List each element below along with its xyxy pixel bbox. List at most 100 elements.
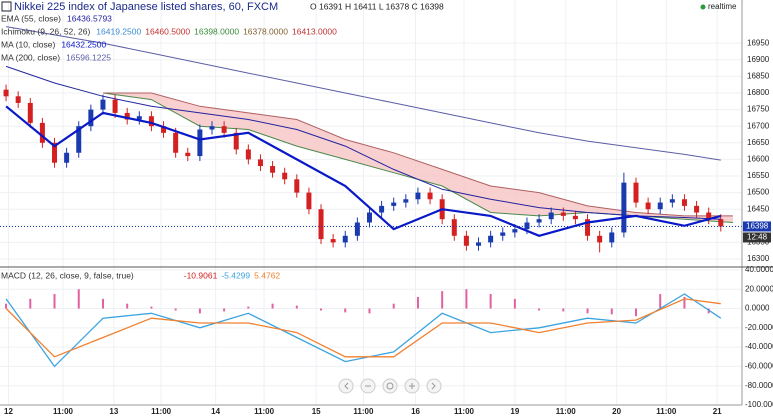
y-tick-label: 16700 (747, 121, 770, 130)
macd-histogram-bar (610, 308, 613, 315)
candle-body (148, 116, 154, 127)
candle-body (318, 209, 324, 240)
x-tick-label: 11:00 (151, 407, 172, 416)
ohlc-readout: O 16391 H 16411 L 16378 C 16398 (310, 1, 444, 11)
candle-body (15, 96, 21, 103)
candle-body (88, 109, 94, 127)
x-tick-label: 11:00 (656, 407, 677, 416)
candle-body (451, 219, 457, 236)
y-tick-label: 16500 (747, 188, 770, 197)
realtime-status: realtime (708, 2, 737, 11)
scroll-right[interactable] (426, 378, 442, 394)
candle-body (645, 202, 651, 210)
macd-value: -10.9061 (184, 270, 218, 280)
macd-histogram-bar (562, 308, 565, 312)
x-tick-label: 11:00 (353, 407, 374, 416)
macd-histogram-bar (392, 303, 395, 309)
y2-tick-label: -60.0000 (745, 362, 773, 371)
candle-body (270, 166, 276, 173)
candle-body (718, 219, 724, 227)
candle-body (706, 212, 712, 220)
candle-body (257, 159, 263, 167)
candle-body (500, 232, 506, 236)
macd-histogram-bar (101, 298, 104, 309)
y2-tick-label: -80.0000 (745, 381, 773, 390)
y-tick-label: 16950 (747, 38, 770, 47)
candle-body (391, 202, 397, 206)
candle-body (306, 192, 312, 210)
indicator-line (5, 105, 722, 237)
x-tick-label: 21 (713, 407, 722, 416)
indicator-value: 16460.5000 (145, 26, 190, 36)
macd-histogram-bar (247, 306, 250, 309)
candle-body (512, 229, 518, 233)
candle-body (597, 235, 603, 243)
x-tick-label: 11:00 (254, 407, 275, 416)
candle-body (524, 222, 530, 230)
indicator-value: 16596.1225 (66, 52, 111, 62)
candle-body (415, 192, 421, 200)
candle-body (536, 219, 542, 223)
y2-tick-label: -40.0000 (745, 342, 773, 351)
reset[interactable] (382, 378, 398, 394)
y-tick-label: 16450 (747, 204, 770, 213)
indicator-value: 16419.2500 (96, 26, 141, 36)
macd-histogram-bar (538, 308, 541, 311)
candle-body (330, 239, 336, 243)
y-tick-label: 16750 (747, 105, 770, 114)
macd-name: MACD (12, 26, close, 9, false, true) (1, 270, 134, 280)
candle-body (560, 212, 566, 216)
toggle-icon[interactable] (1, 1, 12, 12)
y-tick-label: 16850 (747, 71, 770, 80)
y-tick-label: 16300 (747, 254, 770, 263)
candle-body (488, 235, 494, 243)
y-tick-label: 16550 (747, 171, 770, 180)
y2-tick-label: 0.0000 (745, 304, 770, 313)
candle-body (694, 205, 700, 213)
candle-body (209, 126, 215, 130)
candle-body (681, 199, 687, 206)
macd-histogram-bar (295, 305, 298, 309)
candle-body (342, 235, 348, 243)
candle-body (52, 142, 58, 163)
macd-histogram-bar (174, 308, 177, 311)
macd-histogram-bar (150, 306, 153, 309)
macd-histogram-bar (489, 294, 492, 309)
indicator-name: EMA (55, close) (1, 13, 61, 23)
chart-title: Nikkei 225 index of Japanese listed shar… (14, 1, 278, 13)
x-tick-label: 15 (312, 407, 321, 416)
label-layer: 1630016350164001645016500165501660016650… (1, 13, 773, 416)
scroll-left[interactable] (338, 378, 354, 394)
candle-body (64, 152, 70, 163)
y2-tick-label: -100.000 (745, 400, 773, 409)
macd-histogram-bar (77, 289, 80, 309)
candle-body (124, 112, 130, 120)
macd-value: 5.4762 (254, 270, 280, 280)
macd-histogram-bar (320, 308, 323, 311)
macd-histogram-bar (416, 296, 419, 309)
x-tick-label: 11:00 (556, 407, 577, 416)
candle-body (233, 132, 239, 150)
macd-histogram-bar (513, 298, 516, 309)
y2-tick-label: 40.0000 (745, 265, 773, 274)
nav-glyphs (344, 382, 436, 390)
y-tick-label: 16650 (747, 138, 770, 147)
candle-body (100, 99, 106, 110)
y-tick-label: 16900 (747, 55, 770, 64)
price-box (743, 221, 771, 232)
macd-histogram-bar (659, 294, 662, 309)
plot-layer (0, 26, 742, 368)
candle-body (173, 132, 179, 153)
macd-histogram-bar (198, 308, 201, 314)
candle-body (27, 102, 33, 123)
candle-body (112, 99, 118, 113)
candle-body (463, 235, 469, 246)
macd-line (5, 298, 721, 358)
realtime-dot (700, 4, 706, 10)
x-tick-label: 16 (411, 407, 420, 416)
candle-body (39, 122, 45, 143)
macd-histogram-bar (635, 308, 637, 317)
indicator-line (5, 65, 721, 220)
candle-body (572, 215, 578, 220)
